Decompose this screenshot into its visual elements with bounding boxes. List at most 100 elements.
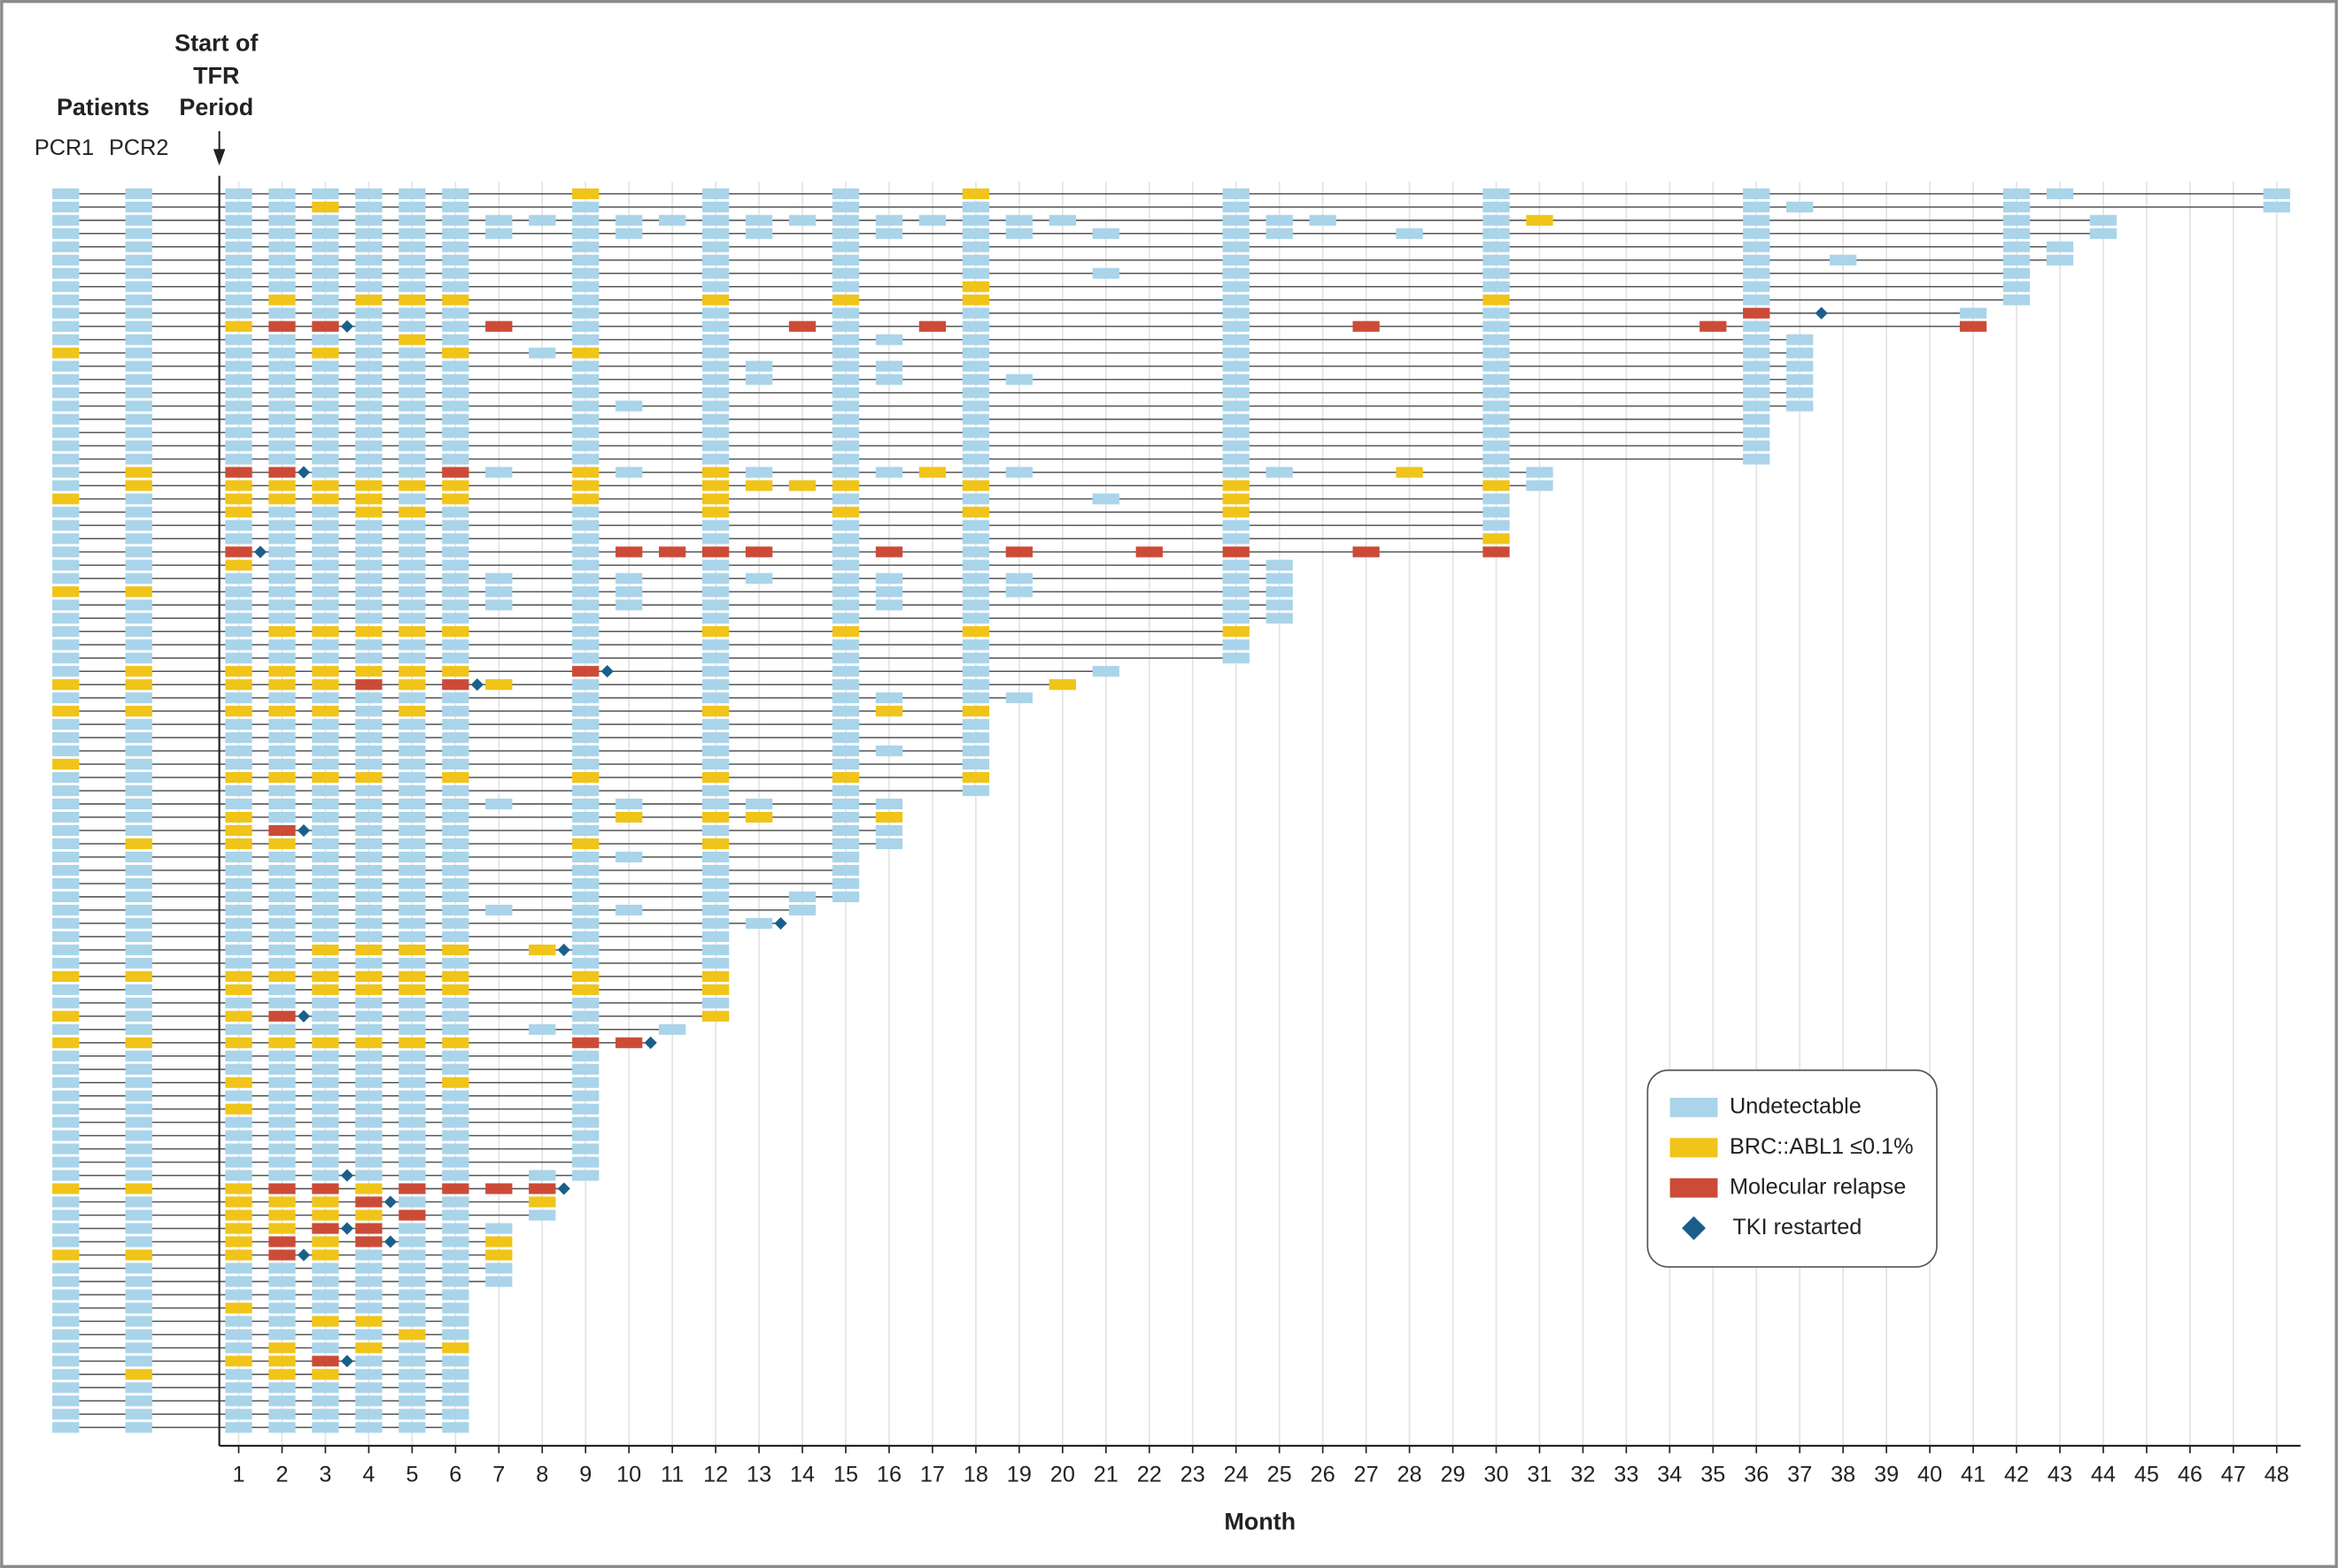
visit-undetectable [2002, 281, 2031, 292]
visit-undetectable [268, 573, 296, 584]
visit-undetectable [962, 267, 990, 279]
visit-undetectable [1786, 374, 1814, 385]
pcr-box [125, 732, 152, 744]
visit-low [962, 281, 990, 292]
visit-undetectable [832, 573, 860, 584]
visit-undetectable [442, 1409, 469, 1420]
visit-low [701, 706, 730, 717]
visit-undetectable [701, 573, 730, 584]
visit-undetectable [399, 1276, 426, 1287]
visit-undetectable [268, 1090, 296, 1101]
visit-undetectable [442, 440, 469, 452]
visit-undetectable [485, 228, 513, 239]
visit-low [268, 1196, 296, 1208]
pcr-box [52, 1409, 80, 1420]
visit-low [399, 506, 426, 518]
visit-undetectable [485, 1276, 513, 1287]
visit-undetectable [572, 546, 600, 558]
visit-undetectable [442, 1249, 469, 1261]
visit-undetectable [312, 506, 339, 518]
visit-undetectable [875, 214, 903, 226]
visit-undetectable [225, 1063, 252, 1075]
visit-low [399, 944, 426, 955]
visit-undetectable [225, 1276, 252, 1287]
visit-undetectable [962, 573, 990, 584]
visit-undetectable [442, 824, 469, 837]
visit-undetectable [1743, 201, 1770, 212]
x-tick-label: 11 [661, 1462, 684, 1487]
visit-undetectable [962, 400, 990, 412]
visit-relapse [1005, 546, 1034, 558]
visit-undetectable [312, 1422, 339, 1433]
pcr-box [52, 1063, 80, 1075]
visit-undetectable [225, 214, 252, 226]
visit-low [442, 984, 469, 995]
x-tick-label: 33 [1614, 1462, 1638, 1487]
visit-undetectable [1222, 427, 1250, 438]
visit-undetectable [399, 241, 426, 252]
visit-undetectable [832, 241, 860, 252]
x-tick-label: 21 [1094, 1462, 1119, 1487]
pcr-box [125, 719, 152, 730]
pcr-box [52, 228, 80, 239]
visit-undetectable [962, 453, 990, 465]
visit-undetectable [832, 546, 860, 558]
pcr-label: PCR1 [35, 135, 94, 160]
visit-undetectable [832, 811, 860, 823]
visit-undetectable [268, 997, 296, 1008]
visit-low [701, 1010, 730, 1022]
visit-undetectable [268, 692, 296, 704]
visit-undetectable [529, 1023, 556, 1035]
pcr-box [125, 997, 152, 1008]
visit-undetectable [572, 254, 600, 266]
pcr-box [125, 759, 152, 770]
visit-undetectable [1483, 360, 1510, 372]
visit-undetectable [442, 692, 469, 704]
visit-undetectable [225, 732, 252, 744]
visit-low [442, 1342, 469, 1354]
visit-undetectable [399, 1395, 426, 1407]
visit-undetectable [225, 745, 252, 757]
visit-undetectable [1786, 334, 1814, 345]
pcr-box [52, 891, 80, 902]
visit-undetectable [1483, 413, 1510, 425]
visit-undetectable [572, 1116, 600, 1128]
visit-undetectable [399, 838, 426, 850]
visit-undetectable [2046, 188, 2074, 199]
pcr-box [125, 1263, 152, 1274]
visit-relapse [355, 1236, 383, 1247]
visit-undetectable [962, 679, 990, 691]
visit-undetectable [962, 440, 990, 452]
visit-undetectable [399, 798, 426, 810]
visit-low [701, 970, 730, 982]
pcr-box [125, 944, 152, 955]
visit-undetectable [312, 1023, 339, 1035]
visit-undetectable [399, 440, 426, 452]
visit-relapse [268, 1236, 296, 1247]
pcr-box [52, 1382, 80, 1394]
visit-undetectable [701, 877, 730, 890]
visit-undetectable [832, 824, 860, 837]
visit-undetectable [1222, 228, 1250, 239]
pcr-box [125, 1023, 152, 1035]
visit-undetectable [268, 1316, 296, 1327]
visit-low [615, 811, 643, 823]
visit-undetectable [701, 413, 730, 425]
visit-undetectable [1222, 440, 1250, 452]
pcr-box [125, 1316, 152, 1327]
visit-undetectable [399, 1342, 426, 1354]
visit-undetectable [312, 877, 339, 890]
visit-low [312, 480, 339, 491]
pcr-box [52, 838, 80, 850]
visit-undetectable [268, 877, 296, 890]
pcr-box [52, 1369, 80, 1380]
visit-undetectable [225, 1329, 252, 1340]
visit-undetectable [312, 1130, 339, 1141]
visit-undetectable [442, 1263, 469, 1274]
pcr-box [125, 1422, 152, 1433]
visit-low [355, 970, 383, 982]
visit-undetectable [832, 201, 860, 212]
visit-undetectable [615, 228, 643, 239]
tki-marker [297, 1248, 311, 1262]
pcr-box [52, 626, 80, 637]
